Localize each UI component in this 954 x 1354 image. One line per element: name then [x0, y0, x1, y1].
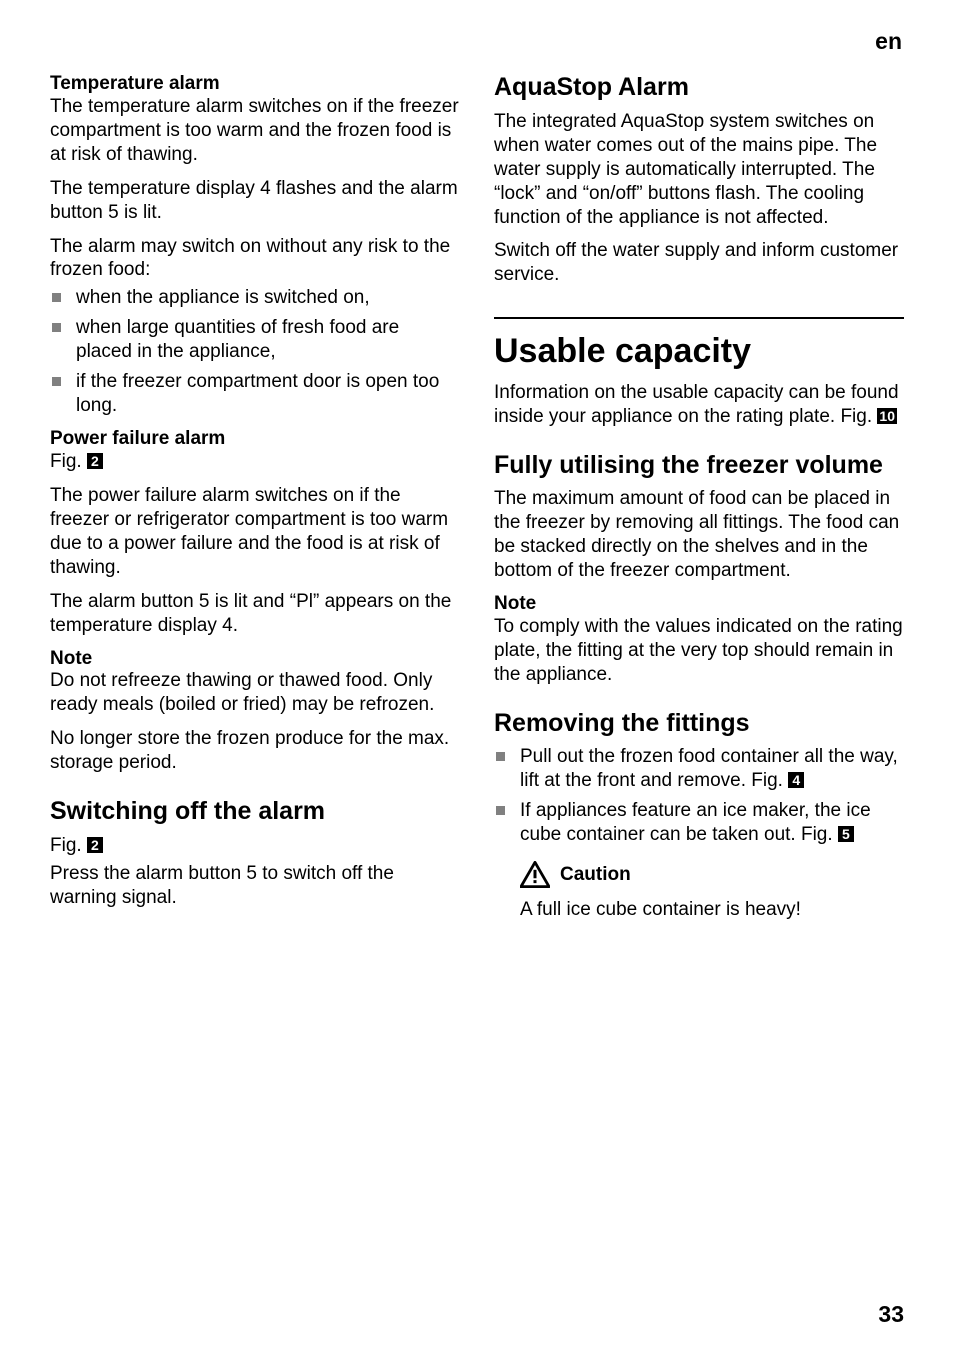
list-item: If appliances feature an ice maker, the … — [494, 799, 904, 847]
heading-switching-off-alarm: Switching off the alarm — [50, 797, 460, 826]
heading-power-failure-alarm: Power failure alarm — [50, 428, 460, 450]
paragraph: Do not refreeze thawing or thawed food. … — [50, 669, 460, 717]
page-language-label: en — [50, 28, 904, 55]
warning-triangle-icon — [520, 861, 550, 888]
paragraph: No longer store the frozen produce for t… — [50, 727, 460, 775]
paragraph: The alarm may switch on without any risk… — [50, 235, 460, 283]
heading-removing-fittings: Removing the fittings — [494, 709, 904, 738]
paragraph: The integrated AquaStop system switches … — [494, 110, 904, 230]
two-column-layout: Temperature alarm The temperature alarm … — [50, 73, 904, 932]
paragraph: The maximum amount of food can be placed… — [494, 487, 904, 583]
heading-aquastop-alarm: AquaStop Alarm — [494, 73, 904, 102]
paragraph: Information on the usable capacity can b… — [494, 381, 904, 429]
figure-number-badge: 10 — [877, 408, 897, 424]
note-label: Note — [494, 593, 904, 615]
note-label: Note — [50, 648, 460, 670]
list-item: when the appliance is switched on, — [50, 286, 460, 310]
paragraph: The temperature alarm switches on if the… — [50, 95, 460, 167]
figure-number-badge: 2 — [87, 453, 103, 469]
paragraph: The power failure alarm switches on if t… — [50, 484, 460, 580]
section-divider — [494, 317, 904, 319]
page-number: 33 — [878, 1301, 904, 1328]
right-column: AquaStop Alarm The integrated AquaStop s… — [494, 73, 904, 932]
bullet-list: Pull out the frozen food container all t… — [494, 745, 904, 847]
caution-label: Caution — [560, 864, 631, 886]
list-item: if the freezer compartment door is open … — [50, 370, 460, 418]
figure-reference-line: Fig. 2 — [50, 834, 460, 858]
heading-fully-utilising: Fully utilising the freezer volume — [494, 451, 904, 480]
heading-temperature-alarm: Temperature alarm — [50, 73, 460, 95]
caution-row: Caution — [494, 861, 904, 888]
paragraph: Press the alarm button 5 to switch off t… — [50, 862, 460, 910]
paragraph: To comply with the values indicated on t… — [494, 615, 904, 687]
figure-number-badge: 4 — [788, 772, 804, 788]
figure-number-badge: 2 — [87, 837, 103, 853]
list-item: when large quantities of fresh food are … — [50, 316, 460, 364]
paragraph: The alarm button 5 is lit and “Pl” appea… — [50, 590, 460, 638]
paragraph: The temperature display 4 flashes and th… — [50, 177, 460, 225]
fig-prefix: Fig. — [50, 835, 87, 856]
left-column: Temperature alarm The temperature alarm … — [50, 73, 460, 932]
paragraph: Switch off the water supply and inform c… — [494, 239, 904, 287]
text-run: If appliances feature an ice maker, the … — [520, 800, 871, 845]
caution-text: A full ice cube container is heavy! — [494, 898, 904, 922]
bullet-list: when the appliance is switched on, when … — [50, 286, 460, 418]
figure-reference-line: Fig. 2 — [50, 450, 460, 474]
figure-number-badge: 5 — [838, 826, 854, 842]
heading-usable-capacity: Usable capacity — [494, 333, 904, 370]
text-run: Pull out the frozen food container all t… — [520, 746, 898, 791]
text-run: Information on the usable capacity can b… — [494, 382, 899, 427]
list-item: Pull out the frozen food container all t… — [494, 745, 904, 793]
fig-prefix: Fig. — [50, 451, 87, 472]
